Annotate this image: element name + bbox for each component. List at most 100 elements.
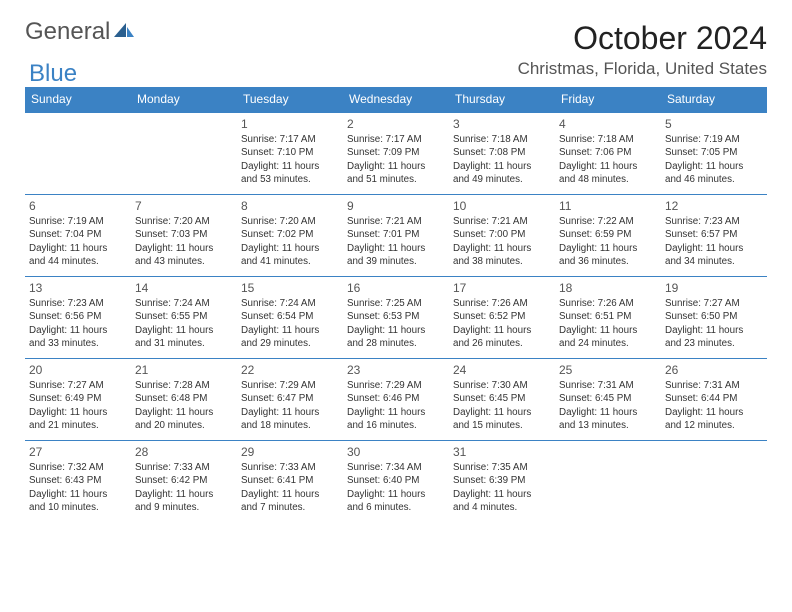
empty-cell — [131, 113, 237, 195]
sunset-text: Sunset: 7:02 PM — [241, 228, 339, 241]
sunrise-text: Sunrise: 7:30 AM — [453, 379, 551, 392]
daylight-text: and 13 minutes. — [559, 419, 657, 432]
empty-cell — [555, 441, 661, 523]
sunset-text: Sunset: 6:48 PM — [135, 392, 233, 405]
sunset-text: Sunset: 6:39 PM — [453, 474, 551, 487]
week-row: 27Sunrise: 7:32 AMSunset: 6:43 PMDayligh… — [25, 441, 767, 523]
day-number: 19 — [665, 280, 763, 296]
daylight-text: and 51 minutes. — [347, 173, 445, 186]
day-number: 7 — [135, 198, 233, 214]
day-number: 25 — [559, 362, 657, 378]
sunset-text: Sunset: 6:44 PM — [665, 392, 763, 405]
sunrise-text: Sunrise: 7:25 AM — [347, 297, 445, 310]
daylight-text: and 12 minutes. — [665, 419, 763, 432]
daylight-text: and 28 minutes. — [347, 337, 445, 350]
day-cell: 15Sunrise: 7:24 AMSunset: 6:54 PMDayligh… — [237, 277, 343, 359]
day-header-thursday: Thursday — [449, 87, 555, 113]
sunset-text: Sunset: 6:43 PM — [29, 474, 127, 487]
day-cell: 28Sunrise: 7:33 AMSunset: 6:42 PMDayligh… — [131, 441, 237, 523]
sunset-text: Sunset: 6:52 PM — [453, 310, 551, 323]
day-number: 28 — [135, 444, 233, 460]
day-number: 30 — [347, 444, 445, 460]
week-row: 6Sunrise: 7:19 AMSunset: 7:04 PMDaylight… — [25, 195, 767, 277]
day-cell: 14Sunrise: 7:24 AMSunset: 6:55 PMDayligh… — [131, 277, 237, 359]
sunset-text: Sunset: 6:45 PM — [559, 392, 657, 405]
daylight-text: and 29 minutes. — [241, 337, 339, 350]
day-number: 17 — [453, 280, 551, 296]
sunset-text: Sunset: 7:05 PM — [665, 146, 763, 159]
daylight-text: and 38 minutes. — [453, 255, 551, 268]
daylight-text: Daylight: 11 hours — [241, 406, 339, 419]
sunrise-text: Sunrise: 7:31 AM — [559, 379, 657, 392]
daylight-text: and 18 minutes. — [241, 419, 339, 432]
daylight-text: Daylight: 11 hours — [453, 324, 551, 337]
daylight-text: Daylight: 11 hours — [29, 488, 127, 501]
sunset-text: Sunset: 7:09 PM — [347, 146, 445, 159]
location-text: Christmas, Florida, United States — [518, 59, 767, 79]
sunset-text: Sunset: 6:53 PM — [347, 310, 445, 323]
daylight-text: and 24 minutes. — [559, 337, 657, 350]
day-header-tuesday: Tuesday — [237, 87, 343, 113]
day-cell: 5Sunrise: 7:19 AMSunset: 7:05 PMDaylight… — [661, 113, 767, 195]
daylight-text: Daylight: 11 hours — [241, 324, 339, 337]
day-cell: 23Sunrise: 7:29 AMSunset: 6:46 PMDayligh… — [343, 359, 449, 441]
day-number: 9 — [347, 198, 445, 214]
day-number: 6 — [29, 198, 127, 214]
sunset-text: Sunset: 6:40 PM — [347, 474, 445, 487]
sunrise-text: Sunrise: 7:19 AM — [665, 133, 763, 146]
day-number: 5 — [665, 116, 763, 132]
sunrise-text: Sunrise: 7:33 AM — [241, 461, 339, 474]
calendar-table: SundayMondayTuesdayWednesdayThursdayFrid… — [25, 87, 767, 523]
daylight-text: Daylight: 11 hours — [29, 242, 127, 255]
day-cell: 12Sunrise: 7:23 AMSunset: 6:57 PMDayligh… — [661, 195, 767, 277]
sunrise-text: Sunrise: 7:18 AM — [559, 133, 657, 146]
day-number: 1 — [241, 116, 339, 132]
daylight-text: and 15 minutes. — [453, 419, 551, 432]
sunrise-text: Sunrise: 7:35 AM — [453, 461, 551, 474]
sunrise-text: Sunrise: 7:27 AM — [29, 379, 127, 392]
day-cell: 6Sunrise: 7:19 AMSunset: 7:04 PMDaylight… — [25, 195, 131, 277]
daylight-text: and 34 minutes. — [665, 255, 763, 268]
day-cell: 22Sunrise: 7:29 AMSunset: 6:47 PMDayligh… — [237, 359, 343, 441]
sunrise-text: Sunrise: 7:23 AM — [29, 297, 127, 310]
sunrise-text: Sunrise: 7:27 AM — [665, 297, 763, 310]
sunset-text: Sunset: 6:46 PM — [347, 392, 445, 405]
sunrise-text: Sunrise: 7:24 AM — [241, 297, 339, 310]
sunset-text: Sunset: 7:00 PM — [453, 228, 551, 241]
day-number: 27 — [29, 444, 127, 460]
sunrise-text: Sunrise: 7:20 AM — [241, 215, 339, 228]
day-cell: 26Sunrise: 7:31 AMSunset: 6:44 PMDayligh… — [661, 359, 767, 441]
day-cell: 31Sunrise: 7:35 AMSunset: 6:39 PMDayligh… — [449, 441, 555, 523]
day-cell: 16Sunrise: 7:25 AMSunset: 6:53 PMDayligh… — [343, 277, 449, 359]
day-number: 4 — [559, 116, 657, 132]
daylight-text: and 48 minutes. — [559, 173, 657, 186]
daylight-text: and 43 minutes. — [135, 255, 233, 268]
day-number: 12 — [665, 198, 763, 214]
week-row: 20Sunrise: 7:27 AMSunset: 6:49 PMDayligh… — [25, 359, 767, 441]
sunset-text: Sunset: 6:45 PM — [453, 392, 551, 405]
daylight-text: Daylight: 11 hours — [665, 406, 763, 419]
day-cell: 25Sunrise: 7:31 AMSunset: 6:45 PMDayligh… — [555, 359, 661, 441]
daylight-text: Daylight: 11 hours — [347, 406, 445, 419]
day-number: 21 — [135, 362, 233, 378]
sunrise-text: Sunrise: 7:17 AM — [241, 133, 339, 146]
daylight-text: Daylight: 11 hours — [347, 488, 445, 501]
sunset-text: Sunset: 7:06 PM — [559, 146, 657, 159]
empty-cell — [25, 113, 131, 195]
sunrise-text: Sunrise: 7:33 AM — [135, 461, 233, 474]
sunset-text: Sunset: 6:51 PM — [559, 310, 657, 323]
daylight-text: Daylight: 11 hours — [453, 160, 551, 173]
day-number: 3 — [453, 116, 551, 132]
sunrise-text: Sunrise: 7:34 AM — [347, 461, 445, 474]
daylight-text: Daylight: 11 hours — [559, 242, 657, 255]
sunset-text: Sunset: 6:59 PM — [559, 228, 657, 241]
day-cell: 8Sunrise: 7:20 AMSunset: 7:02 PMDaylight… — [237, 195, 343, 277]
day-cell: 29Sunrise: 7:33 AMSunset: 6:41 PMDayligh… — [237, 441, 343, 523]
daylight-text: Daylight: 11 hours — [665, 324, 763, 337]
day-cell: 2Sunrise: 7:17 AMSunset: 7:09 PMDaylight… — [343, 113, 449, 195]
sunset-text: Sunset: 6:57 PM — [665, 228, 763, 241]
day-number: 16 — [347, 280, 445, 296]
daylight-text: and 21 minutes. — [29, 419, 127, 432]
day-number: 11 — [559, 198, 657, 214]
sunset-text: Sunset: 7:01 PM — [347, 228, 445, 241]
